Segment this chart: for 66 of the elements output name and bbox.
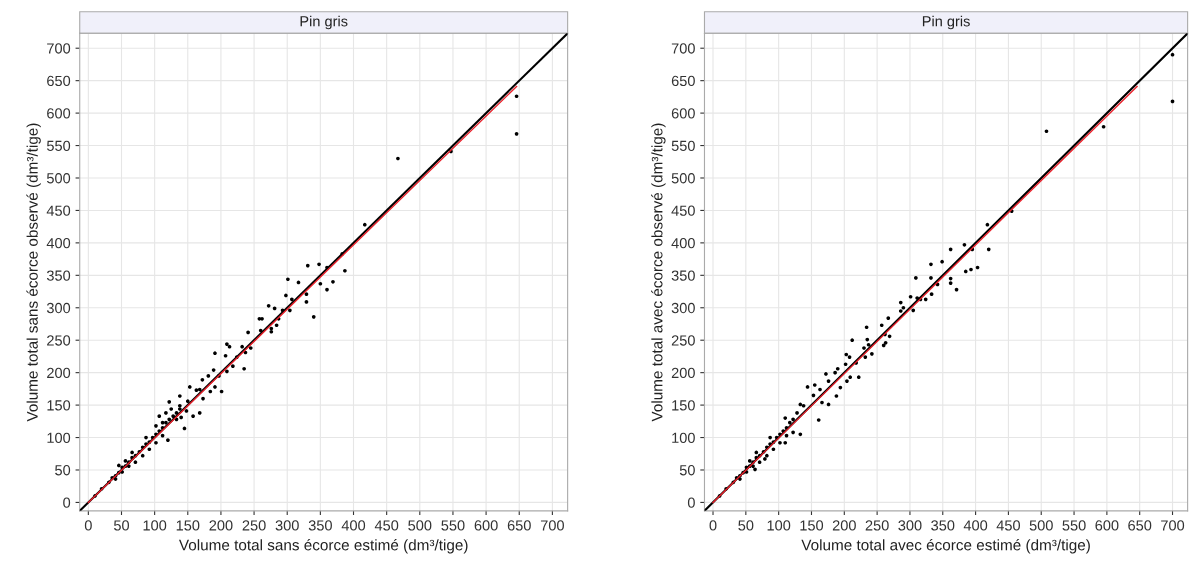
y-tick-label: 350 xyxy=(671,270,695,281)
y-tick-label: 200 xyxy=(671,367,695,379)
y-tick-label: 0 xyxy=(63,497,71,508)
x-tick-label: 300 xyxy=(898,520,922,531)
x-tick-label: 550 xyxy=(1062,520,1086,531)
x-tick-label: 300 xyxy=(275,520,299,531)
x-tick-label: 0 xyxy=(709,520,717,531)
x-axis-title: Volume total avec écorce estimé (dm³/tige) xyxy=(801,539,1090,554)
x-tick-label: 400 xyxy=(963,520,988,531)
y-tick-label: 700 xyxy=(47,43,71,54)
x-tick-label: 600 xyxy=(474,520,498,531)
x-tick-label: 600 xyxy=(1095,520,1119,531)
x-tick-label: 0 xyxy=(84,520,92,531)
x-tick-label: 50 xyxy=(113,520,130,531)
x-tick-label: 500 xyxy=(1029,520,1053,531)
x-tick-label: 350 xyxy=(308,520,332,531)
y-tick-label: 450 xyxy=(671,205,695,216)
y-tick-label: 500 xyxy=(46,173,71,184)
y-tick-label: 700 xyxy=(671,43,695,54)
x-tick-label: 100 xyxy=(767,520,791,531)
y-tick-label: 250 xyxy=(671,335,695,346)
y-tick-label: 400 xyxy=(46,237,71,249)
x-tick-label: 350 xyxy=(931,520,955,531)
x-tick-label: 100 xyxy=(143,520,167,531)
x-tick-label: 150 xyxy=(800,520,824,531)
chart-title: Pin gris xyxy=(922,15,970,30)
y-tick-label: 50 xyxy=(55,465,71,476)
y-tick-label: 350 xyxy=(46,270,71,281)
y-axis-title: Volume total sans écorce observé (dm³/tige) xyxy=(26,123,41,422)
x-tick-label: 450 xyxy=(374,520,399,531)
y-tick-label: 550 xyxy=(46,140,71,151)
x-tick-label: 450 xyxy=(996,520,1021,531)
x-tick-label: 200 xyxy=(209,520,233,531)
x-tick-label: 500 xyxy=(408,520,432,531)
y-tick-label: 0 xyxy=(687,497,695,508)
y-tick-label: 650 xyxy=(671,75,695,87)
y-tick-label: 150 xyxy=(672,400,695,411)
x-tick-label: 400 xyxy=(341,520,366,531)
x-tick-label: 50 xyxy=(738,520,754,531)
y-tick-label: 250 xyxy=(47,335,71,346)
y-tick-label: 550 xyxy=(671,140,695,151)
y-tick-label: 400 xyxy=(671,237,695,249)
y-tick-label: 650 xyxy=(47,75,71,87)
y-tick-label: 200 xyxy=(47,367,71,379)
y-tick-label: 100 xyxy=(672,432,695,443)
x-tick-label: 700 xyxy=(1161,520,1185,531)
y-tick-label: 600 xyxy=(671,108,695,119)
y-tick-label: 500 xyxy=(671,173,695,184)
x-tick-label: 250 xyxy=(865,520,889,531)
y-tick-label: 150 xyxy=(47,400,71,411)
x-axis-title: Volume total sans écorce estimé (dm³/tige) xyxy=(178,539,468,554)
y-tick-label: 100 xyxy=(47,432,71,443)
y-tick-label: 600 xyxy=(47,108,71,119)
x-tick-label: 650 xyxy=(1128,520,1152,531)
y-axis-title: Volume total avec écorce observé (dm³/tige) xyxy=(651,123,666,422)
x-tick-label: 550 xyxy=(441,520,465,531)
x-tick-label: 650 xyxy=(507,520,531,531)
chart-title: Pin gris xyxy=(300,15,348,30)
x-tick-label: 200 xyxy=(832,520,856,531)
x-tick-label: 150 xyxy=(176,520,200,531)
y-tick-label: 50 xyxy=(679,465,695,476)
y-tick-label: 300 xyxy=(46,302,71,314)
x-tick-label: 250 xyxy=(242,520,266,531)
y-tick-label: 300 xyxy=(671,302,695,314)
y-tick-label: 450 xyxy=(46,205,71,216)
x-tick-label: 700 xyxy=(540,520,564,531)
